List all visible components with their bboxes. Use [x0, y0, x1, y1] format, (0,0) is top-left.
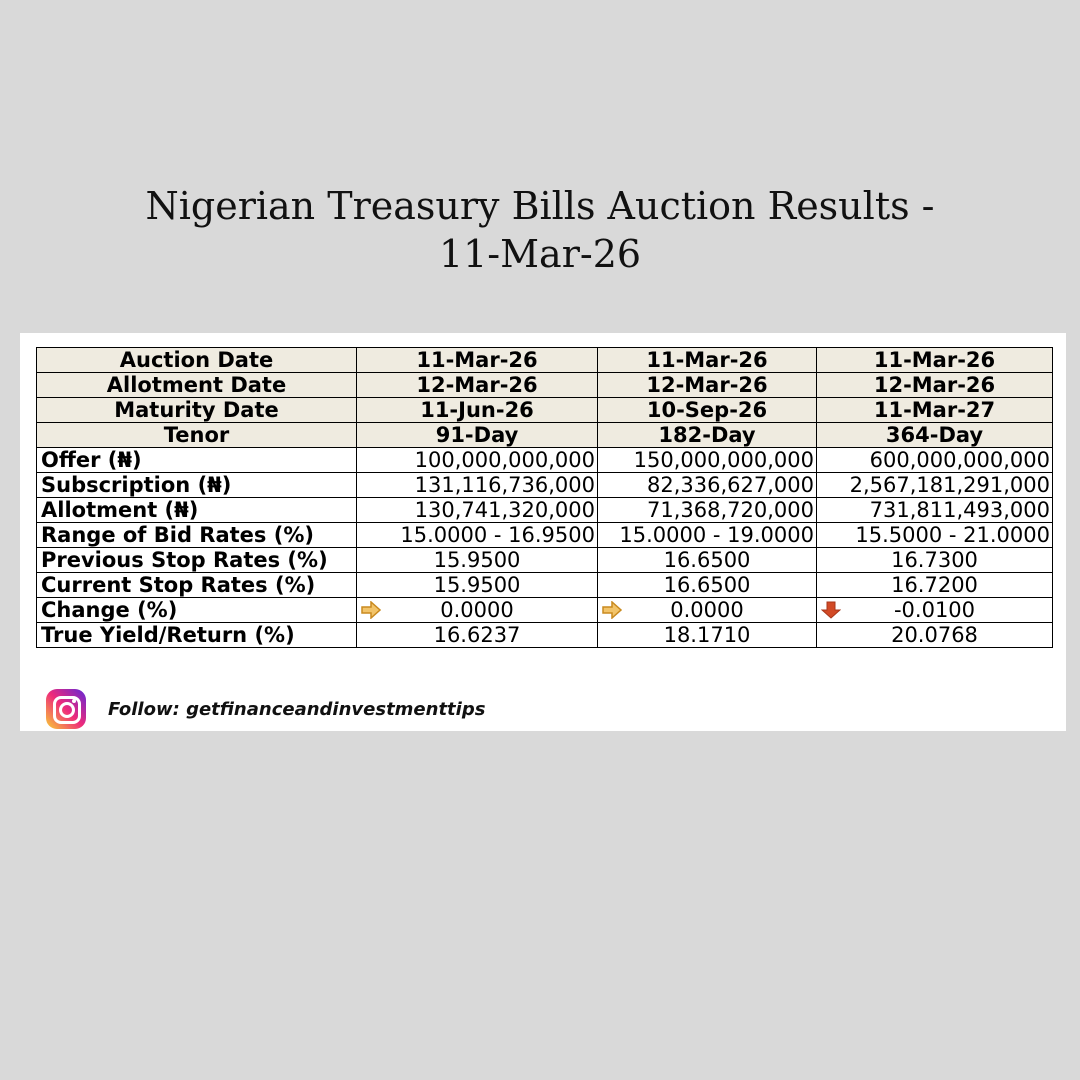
table-row-tenor: Tenor 91-Day 182-Day 364-Day	[36, 422, 1053, 448]
table-cell: 15.9500	[356, 547, 598, 573]
table-cell: 130,741,320,000	[356, 497, 598, 523]
table-row-bid-range: Range of Bid Rates (%) 15.0000 - 16.9500…	[36, 522, 1053, 548]
table-cell: 182-Day	[597, 422, 817, 448]
table-cell: 16.6500	[597, 572, 817, 598]
results-card: Auction Date 11-Mar-26 11-Mar-26 11-Mar-…	[20, 333, 1066, 731]
page-title: Nigerian Treasury Bills Auction Results …	[0, 182, 1080, 278]
table-cell: 11-Jun-26	[356, 397, 598, 423]
row-label: Allotment Date	[36, 372, 357, 398]
row-label: Maturity Date	[36, 397, 357, 423]
follow-footer: Follow: getfinanceandinvestmenttips	[46, 689, 485, 729]
table-row-auction-date: Auction Date 11-Mar-26 11-Mar-26 11-Mar-…	[36, 347, 1053, 373]
table-row-true-yield: True Yield/Return (%) 16.6237 18.1710 20…	[36, 622, 1053, 648]
table-cell: 15.0000 - 16.9500	[356, 522, 598, 548]
table-cell: 11-Mar-26	[356, 347, 598, 373]
table-row-maturity-date: Maturity Date 11-Jun-26 10-Sep-26 11-Mar…	[36, 397, 1053, 423]
follow-handle[interactable]: Follow: getfinanceandinvestmenttips	[108, 698, 486, 720]
table-row-allotment-date: Allotment Date 12-Mar-26 12-Mar-26 12-Ma…	[36, 372, 1053, 398]
table-cell-change: 0.0000	[356, 597, 598, 623]
table-cell: 16.6500	[597, 547, 817, 573]
table-cell: 15.9500	[356, 572, 598, 598]
change-value: -0.0100	[893, 598, 976, 622]
title-line-1: Nigerian Treasury Bills Auction Results …	[145, 184, 935, 228]
table-cell: 15.5000 - 21.0000	[816, 522, 1053, 548]
instagram-icon[interactable]	[46, 689, 86, 729]
table-cell: 12-Mar-26	[816, 372, 1053, 398]
table-cell: 91-Day	[356, 422, 598, 448]
row-label: Subscription (₦)	[36, 472, 357, 498]
table-cell-change: 0.0000	[597, 597, 817, 623]
row-label: Current Stop Rates (%)	[36, 572, 357, 598]
table-cell: 16.6237	[356, 622, 598, 648]
table-cell: 600,000,000,000	[816, 447, 1053, 473]
row-label: Allotment (₦)	[36, 497, 357, 523]
table-cell: 71,368,720,000	[597, 497, 817, 523]
table-cell: 82,336,627,000	[597, 472, 817, 498]
table-cell: 150,000,000,000	[597, 447, 817, 473]
table-cell: 18.1710	[597, 622, 817, 648]
table-row-offer: Offer (₦) 100,000,000,000 150,000,000,00…	[36, 447, 1053, 473]
row-label: Tenor	[36, 422, 357, 448]
table-row-current-stop-rates: Current Stop Rates (%) 15.9500 16.6500 1…	[36, 572, 1053, 598]
table-cell: 11-Mar-27	[816, 397, 1053, 423]
table-cell: 10-Sep-26	[597, 397, 817, 423]
table-cell: 16.7300	[816, 547, 1053, 573]
row-label: Change (%)	[36, 597, 357, 623]
auction-results-table: Auction Date 11-Mar-26 11-Mar-26 11-Mar-…	[36, 347, 1053, 648]
row-label: Auction Date	[36, 347, 357, 373]
row-label: True Yield/Return (%)	[36, 622, 357, 648]
row-label: Previous Stop Rates (%)	[36, 547, 357, 573]
table-row-previous-stop-rates: Previous Stop Rates (%) 15.9500 16.6500 …	[36, 547, 1053, 573]
table-cell: 131,116,736,000	[356, 472, 598, 498]
table-cell: 364-Day	[816, 422, 1053, 448]
table-cell: 16.7200	[816, 572, 1053, 598]
row-label: Offer (₦)	[36, 447, 357, 473]
table-row-subscription: Subscription (₦) 131,116,736,000 82,336,…	[36, 472, 1053, 498]
table-row-change: Change (%) 0.0000 0.0000	[36, 597, 1053, 623]
right-arrow-icon	[602, 601, 622, 619]
right-arrow-icon	[361, 601, 381, 619]
table-cell: 2,567,181,291,000	[816, 472, 1053, 498]
down-arrow-icon	[821, 601, 841, 619]
change-value: 0.0000	[440, 598, 514, 622]
table-cell: 12-Mar-26	[597, 372, 817, 398]
table-cell: 20.0768	[816, 622, 1053, 648]
change-value: 0.0000	[670, 598, 744, 622]
table-cell: 11-Mar-26	[816, 347, 1053, 373]
table-cell: 12-Mar-26	[356, 372, 598, 398]
table-row-allotment: Allotment (₦) 130,741,320,000 71,368,720…	[36, 497, 1053, 523]
table-cell: 11-Mar-26	[597, 347, 817, 373]
table-cell-change: -0.0100	[816, 597, 1053, 623]
row-label: Range of Bid Rates (%)	[36, 522, 357, 548]
table-cell: 100,000,000,000	[356, 447, 598, 473]
title-line-2: 11-Mar-26	[438, 232, 642, 276]
table-cell: 731,811,493,000	[816, 497, 1053, 523]
table-cell: 15.0000 - 19.0000	[597, 522, 817, 548]
